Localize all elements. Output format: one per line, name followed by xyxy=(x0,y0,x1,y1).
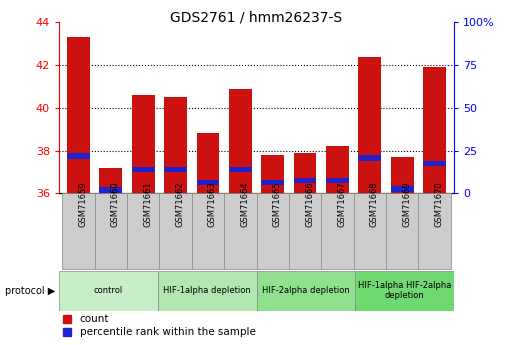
Legend: count, percentile rank within the sample: count, percentile rank within the sample xyxy=(59,310,260,342)
FancyBboxPatch shape xyxy=(158,271,256,310)
Text: GSM71664: GSM71664 xyxy=(240,182,249,227)
Bar xyxy=(164,97,187,193)
Bar xyxy=(164,167,187,172)
FancyBboxPatch shape xyxy=(353,193,386,269)
FancyBboxPatch shape xyxy=(321,193,353,269)
Bar xyxy=(326,146,349,193)
FancyBboxPatch shape xyxy=(160,193,192,269)
FancyBboxPatch shape xyxy=(62,193,94,269)
Text: GSM71659: GSM71659 xyxy=(78,182,87,227)
FancyBboxPatch shape xyxy=(224,193,256,269)
FancyBboxPatch shape xyxy=(59,271,158,310)
Bar xyxy=(132,95,154,193)
Text: GSM71666: GSM71666 xyxy=(305,182,314,227)
FancyBboxPatch shape xyxy=(94,193,127,269)
Bar xyxy=(391,157,413,193)
FancyBboxPatch shape xyxy=(419,193,451,269)
FancyBboxPatch shape xyxy=(256,193,289,269)
Text: GDS2761 / hmm26237-S: GDS2761 / hmm26237-S xyxy=(170,10,343,24)
Bar xyxy=(67,153,90,158)
Text: HIF-1alpha depletion: HIF-1alpha depletion xyxy=(163,286,251,295)
Text: GSM71662: GSM71662 xyxy=(175,182,185,227)
Bar xyxy=(196,180,219,185)
Bar xyxy=(100,187,122,193)
Text: GSM71667: GSM71667 xyxy=(338,182,346,227)
FancyBboxPatch shape xyxy=(386,193,419,269)
Text: protocol ▶: protocol ▶ xyxy=(5,286,55,296)
Bar xyxy=(359,155,381,161)
Bar xyxy=(391,186,413,191)
Bar xyxy=(229,89,252,193)
Text: HIF-2alpha depletion: HIF-2alpha depletion xyxy=(262,286,350,295)
Text: GSM71668: GSM71668 xyxy=(370,182,379,227)
Text: GSM71670: GSM71670 xyxy=(435,182,444,227)
Bar xyxy=(261,180,284,185)
Bar xyxy=(261,155,284,193)
Bar xyxy=(294,178,317,183)
FancyBboxPatch shape xyxy=(289,193,321,269)
Text: GSM71660: GSM71660 xyxy=(111,182,120,227)
Bar xyxy=(132,167,154,172)
Bar xyxy=(326,178,349,183)
Bar xyxy=(423,67,446,193)
Bar xyxy=(100,168,122,193)
Text: GSM71663: GSM71663 xyxy=(208,182,217,227)
Text: GSM71665: GSM71665 xyxy=(273,182,282,227)
FancyBboxPatch shape xyxy=(192,193,224,269)
Bar xyxy=(294,152,317,193)
Text: GSM71669: GSM71669 xyxy=(402,182,411,227)
Text: HIF-1alpha HIF-2alpha
depletion: HIF-1alpha HIF-2alpha depletion xyxy=(358,281,451,300)
Bar xyxy=(423,161,446,166)
Bar xyxy=(359,57,381,193)
FancyBboxPatch shape xyxy=(256,271,355,310)
Bar xyxy=(196,134,219,193)
Bar xyxy=(67,37,90,193)
Bar xyxy=(229,167,252,172)
FancyBboxPatch shape xyxy=(127,193,160,269)
Text: control: control xyxy=(94,286,123,295)
FancyBboxPatch shape xyxy=(355,271,454,310)
Text: GSM71661: GSM71661 xyxy=(143,182,152,227)
